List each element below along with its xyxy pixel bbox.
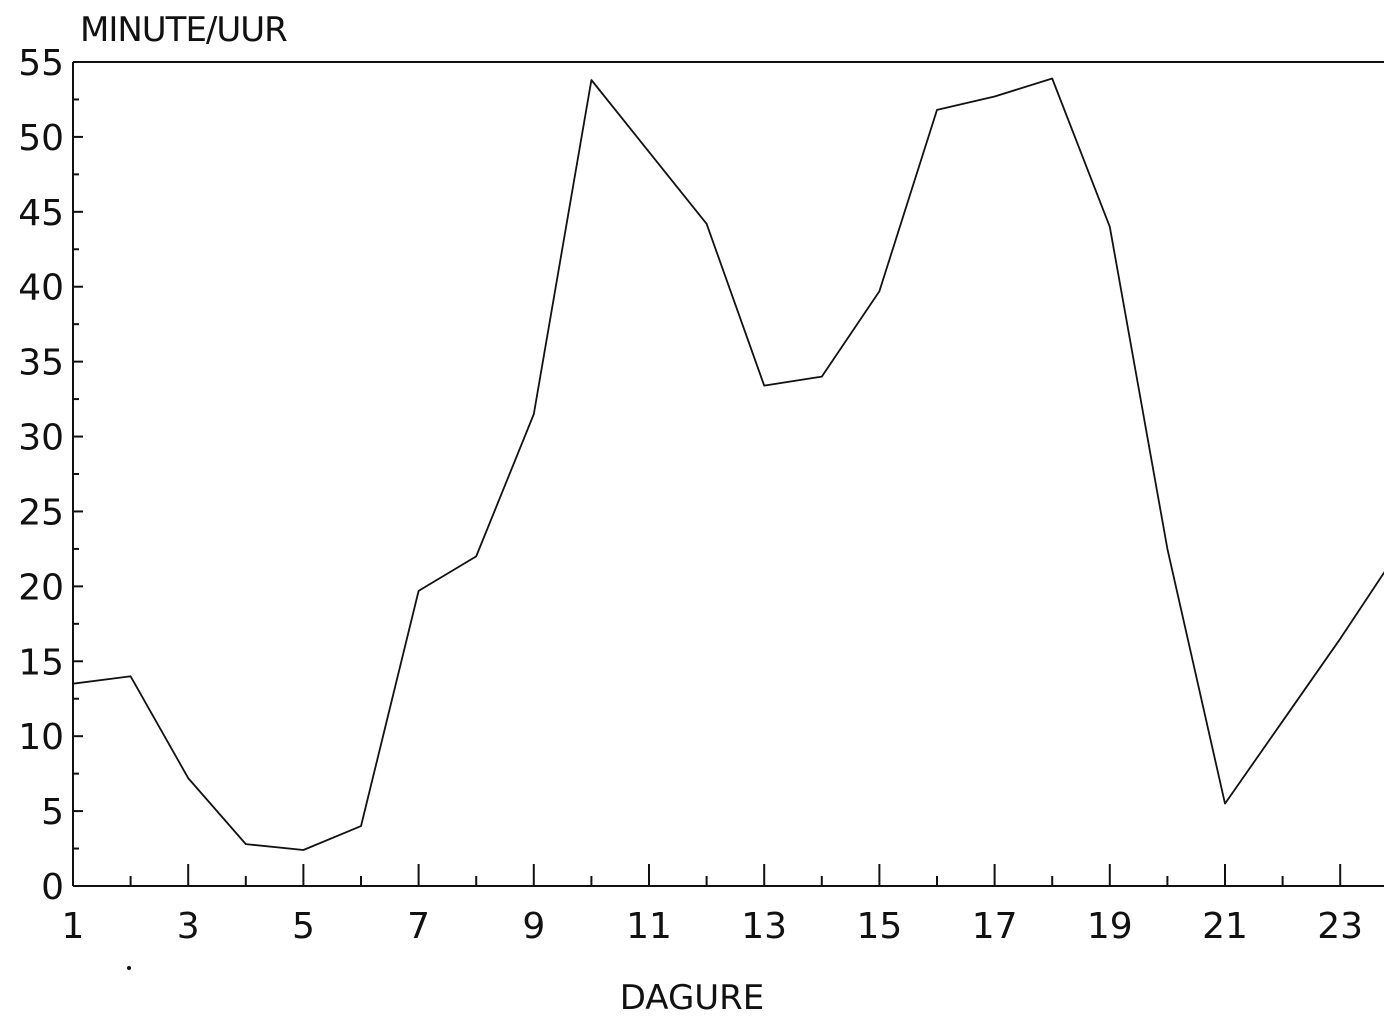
x-tick-label: 15 bbox=[856, 906, 902, 947]
series-line bbox=[72, 77, 1384, 851]
x-tick-label: 3 bbox=[177, 906, 200, 947]
x-tick-label: 1 bbox=[62, 906, 85, 947]
stray-dot bbox=[127, 966, 131, 970]
y-tick-label: 5 bbox=[41, 792, 64, 833]
y-tick-label: 0 bbox=[41, 867, 64, 908]
y-tick-label: 55 bbox=[18, 43, 64, 84]
y-tick-label: 50 bbox=[18, 118, 64, 159]
x-tick-label: 11 bbox=[626, 906, 672, 947]
y-tick-label: 20 bbox=[18, 567, 64, 608]
x-tick-label: 13 bbox=[741, 906, 787, 947]
y-tick-label: 25 bbox=[18, 492, 64, 533]
x-tick-label: 7 bbox=[407, 906, 430, 947]
y-tick-label: 35 bbox=[18, 343, 64, 384]
y-tick-label: 10 bbox=[18, 717, 64, 758]
y-tick-label: 40 bbox=[18, 268, 64, 309]
y-axis-label: MINUTE/UUR bbox=[80, 10, 288, 50]
x-tick-label: 23 bbox=[1317, 906, 1363, 947]
x-tick-label: 9 bbox=[522, 906, 545, 947]
x-tick-label: 17 bbox=[972, 906, 1018, 947]
x-tick-label: 19 bbox=[1087, 906, 1133, 947]
y-tick-label: 30 bbox=[18, 418, 64, 459]
y-tick-label: 15 bbox=[18, 642, 64, 683]
x-tick-label: 21 bbox=[1202, 906, 1248, 947]
x-axis-label: DAGURE bbox=[619, 978, 765, 1018]
y-tick-label: 45 bbox=[18, 193, 64, 234]
x-tick-label: 5 bbox=[292, 906, 315, 947]
